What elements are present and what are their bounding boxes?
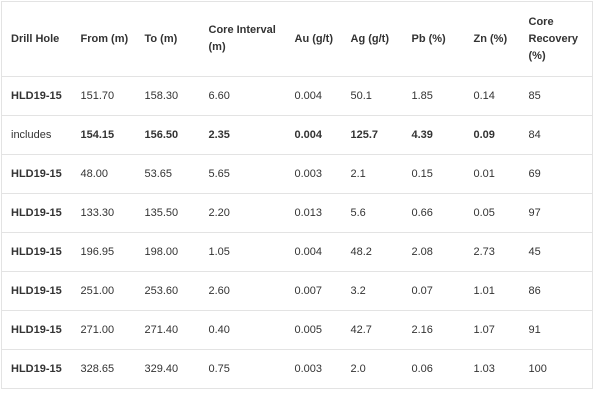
cell-zn: 0.14 [464, 76, 520, 116]
header-ag: Ag (g/t) [341, 1, 403, 77]
cell-zn: 1.03 [464, 349, 520, 389]
cell-zn: 1.01 [464, 271, 520, 311]
cell-pb: 0.06 [402, 349, 465, 389]
cell-pb: 4.39 [402, 115, 465, 155]
header-core-recovery: Core Recovery (%) [519, 1, 593, 77]
table-row: HLD19-15 196.95 198.00 1.05 0.004 48.2 2… [1, 232, 593, 272]
cell-ag: 5.6 [341, 193, 403, 233]
cell-core-recovery: 69 [519, 154, 593, 194]
header-pb: Pb (%) [402, 1, 465, 77]
cell-to: 198.00 [135, 232, 200, 272]
cell-core-recovery: 91 [519, 310, 593, 350]
header-drill-hole: Drill Hole [1, 1, 72, 77]
cell-au: 0.013 [285, 193, 342, 233]
cell-drill-hole: includes [1, 115, 72, 155]
cell-pb: 2.08 [402, 232, 465, 272]
drill-results-table-wrapper: Drill Hole From (m) To (m) Core Interval… [1, 1, 593, 389]
header-to: To (m) [135, 1, 200, 77]
table-header-row: Drill Hole From (m) To (m) Core Interval… [1, 1, 593, 77]
cell-to: 135.50 [135, 193, 200, 233]
cell-from: 271.00 [71, 310, 136, 350]
cell-core-interval: 0.40 [199, 310, 286, 350]
table-row-includes: includes 154.15 156.50 2.35 0.004 125.7 … [1, 115, 593, 155]
cell-from: 154.15 [71, 115, 136, 155]
cell-drill-hole: HLD19-15 [1, 310, 72, 350]
cell-to: 271.40 [135, 310, 200, 350]
cell-zn: 0.05 [464, 193, 520, 233]
table-row: HLD19-15 271.00 271.40 0.40 0.005 42.7 2… [1, 310, 593, 350]
cell-drill-hole: HLD19-15 [1, 232, 72, 272]
cell-pb: 1.85 [402, 76, 465, 116]
cell-core-interval: 2.20 [199, 193, 286, 233]
cell-zn: 0.09 [464, 115, 520, 155]
cell-drill-hole: HLD19-15 [1, 76, 72, 116]
cell-core-recovery: 100 [519, 349, 593, 389]
header-au: Au (g/t) [285, 1, 342, 77]
cell-core-recovery: 86 [519, 271, 593, 311]
cell-ag: 2.1 [341, 154, 403, 194]
cell-from: 328.65 [71, 349, 136, 389]
cell-ag: 2.0 [341, 349, 403, 389]
cell-au: 0.003 [285, 349, 342, 389]
cell-core-recovery: 85 [519, 76, 593, 116]
cell-core-recovery: 97 [519, 193, 593, 233]
header-zn: Zn (%) [464, 1, 520, 77]
cell-au: 0.007 [285, 271, 342, 311]
table-row: HLD19-15 48.00 53.65 5.65 0.003 2.1 0.15… [1, 154, 593, 194]
cell-ag: 50.1 [341, 76, 403, 116]
cell-ag: 42.7 [341, 310, 403, 350]
cell-core-interval: 1.05 [199, 232, 286, 272]
cell-core-interval: 2.60 [199, 271, 286, 311]
cell-drill-hole: HLD19-15 [1, 349, 72, 389]
cell-to: 158.30 [135, 76, 200, 116]
cell-to: 329.40 [135, 349, 200, 389]
cell-zn: 0.01 [464, 154, 520, 194]
cell-to: 53.65 [135, 154, 200, 194]
cell-core-recovery: 45 [519, 232, 593, 272]
cell-core-interval: 5.65 [199, 154, 286, 194]
cell-pb: 0.66 [402, 193, 465, 233]
cell-ag: 3.2 [341, 271, 403, 311]
cell-from: 251.00 [71, 271, 136, 311]
cell-core-interval: 6.60 [199, 76, 286, 116]
cell-zn: 2.73 [464, 232, 520, 272]
cell-from: 133.30 [71, 193, 136, 233]
table-row: HLD19-15 133.30 135.50 2.20 0.013 5.6 0.… [1, 193, 593, 233]
cell-drill-hole: HLD19-15 [1, 154, 72, 194]
cell-to: 156.50 [135, 115, 200, 155]
table-row: HLD19-15 328.65 329.40 0.75 0.003 2.0 0.… [1, 349, 593, 389]
cell-pb: 0.15 [402, 154, 465, 194]
cell-core-interval: 0.75 [199, 349, 286, 389]
cell-core-interval: 2.35 [199, 115, 286, 155]
cell-ag: 125.7 [341, 115, 403, 155]
header-core-interval: Core Interval (m) [199, 1, 286, 77]
table-row: HLD19-15 251.00 253.60 2.60 0.007 3.2 0.… [1, 271, 593, 311]
cell-drill-hole: HLD19-15 [1, 193, 72, 233]
cell-core-recovery: 84 [519, 115, 593, 155]
cell-drill-hole: HLD19-15 [1, 271, 72, 311]
cell-pb: 0.07 [402, 271, 465, 311]
cell-zn: 1.07 [464, 310, 520, 350]
header-from: From (m) [71, 1, 136, 77]
cell-au: 0.004 [285, 232, 342, 272]
cell-to: 253.60 [135, 271, 200, 311]
cell-pb: 2.16 [402, 310, 465, 350]
cell-from: 151.70 [71, 76, 136, 116]
cell-au: 0.005 [285, 310, 342, 350]
cell-au: 0.003 [285, 154, 342, 194]
table-row: HLD19-15 151.70 158.30 6.60 0.004 50.1 1… [1, 76, 593, 116]
cell-from: 196.95 [71, 232, 136, 272]
cell-from: 48.00 [71, 154, 136, 194]
cell-ag: 48.2 [341, 232, 403, 272]
drill-results-table: Drill Hole From (m) To (m) Core Interval… [1, 1, 593, 389]
cell-au: 0.004 [285, 76, 342, 116]
cell-au: 0.004 [285, 115, 342, 155]
